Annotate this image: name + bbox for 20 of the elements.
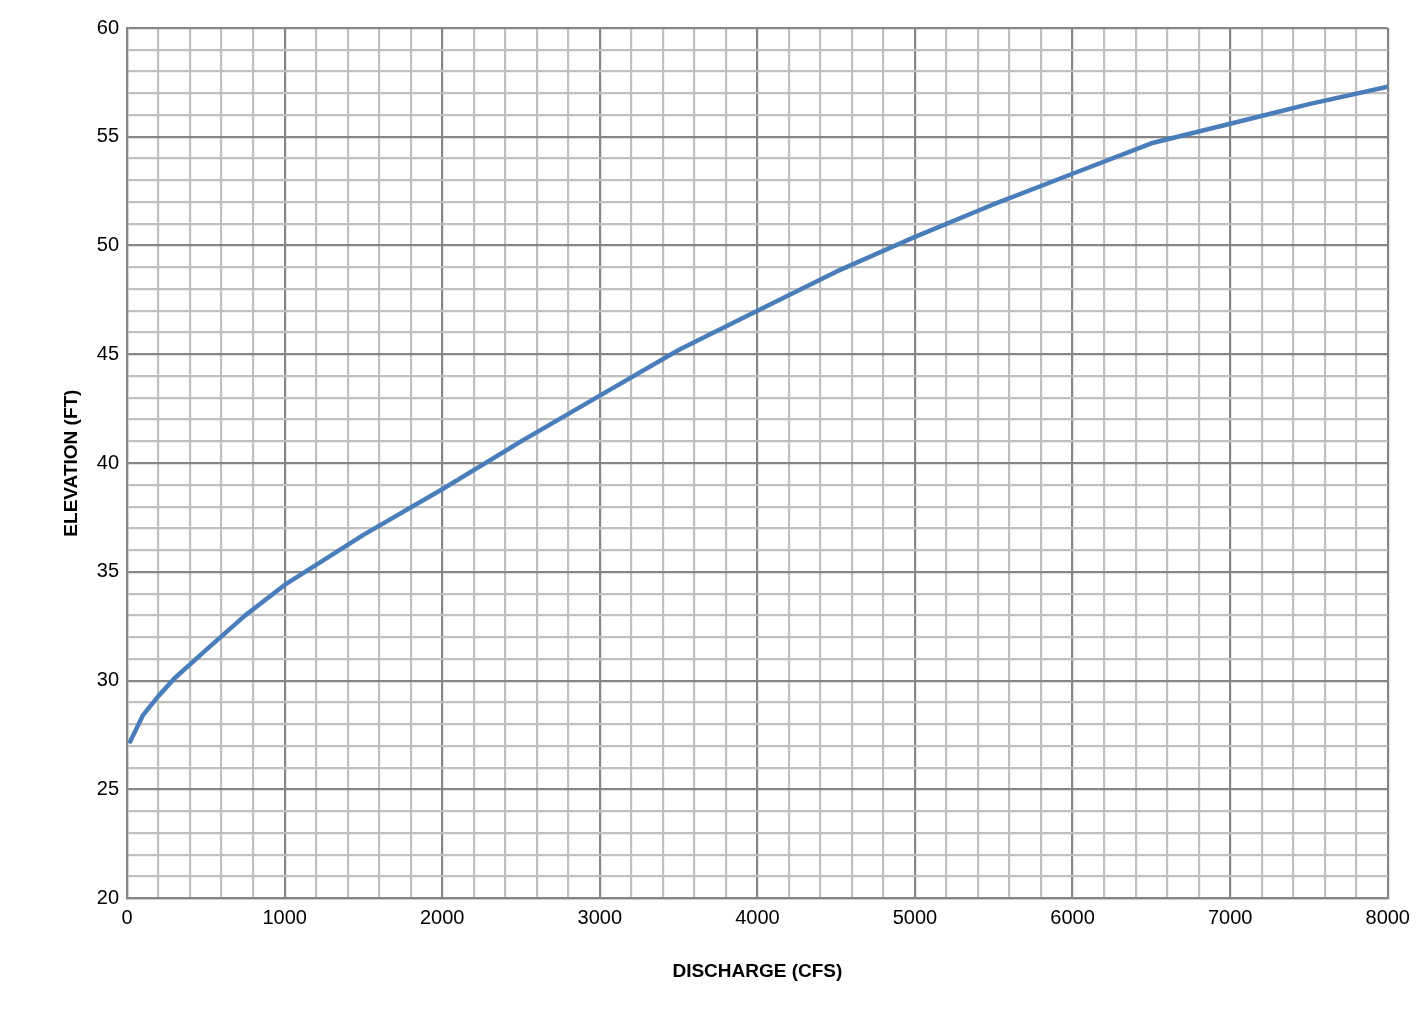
- y-axis-title: ELEVATION (FT): [59, 389, 81, 537]
- x-tick-label: 6000: [1050, 905, 1095, 928]
- x-tick-label: 3000: [577, 905, 623, 928]
- y-tick-label: 55: [96, 124, 120, 147]
- x-tick-label: 5000: [892, 905, 938, 928]
- y-tick-label: 45: [96, 341, 120, 364]
- x-tick-label: 4000: [735, 905, 780, 928]
- x-tick-label: 0: [121, 905, 133, 928]
- y-tick-label: 25: [96, 776, 120, 799]
- y-tick-label: 60: [96, 15, 120, 38]
- x-tick-label: 7000: [1207, 905, 1253, 928]
- y-tick-label: 30: [96, 668, 120, 691]
- x-axis-title: DISCHARGE (CFS): [672, 959, 843, 981]
- x-tick-label: 2000: [419, 905, 465, 928]
- y-tick-label: 50: [96, 233, 120, 256]
- x-tick-label: 8000: [1365, 905, 1410, 928]
- y-tick-label: 40: [96, 450, 120, 473]
- y-tick-label: 35: [96, 559, 120, 582]
- y-tick-label: 20: [96, 885, 120, 908]
- x-tick-label: 1000: [262, 905, 307, 928]
